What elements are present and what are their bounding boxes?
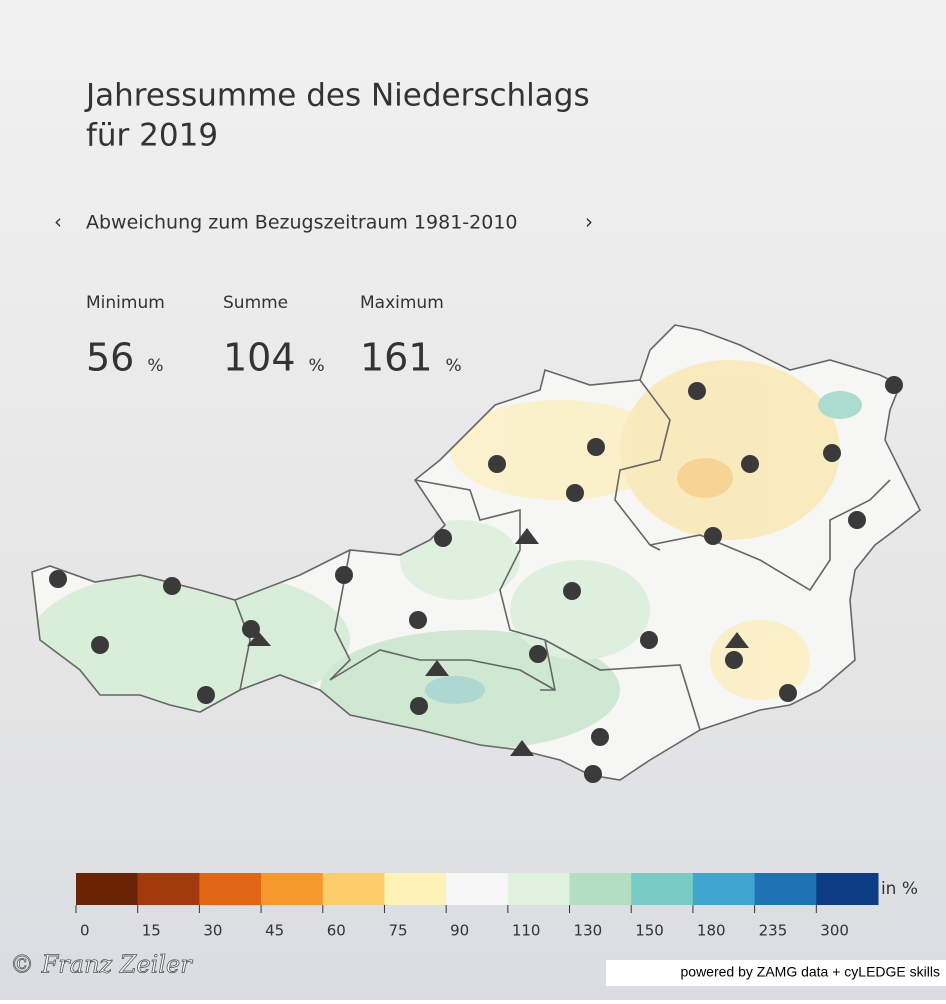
legend-swatch xyxy=(631,873,694,905)
precip-field xyxy=(32,360,862,750)
legend-swatch xyxy=(754,873,817,905)
legend-swatch xyxy=(507,873,571,905)
legend: 0 15 30 45 60 75 90 110 130 150 180 235 300 xyxy=(75,873,879,940)
legend-tick-label: 60 xyxy=(327,922,346,940)
stat-value: 161 xyxy=(360,336,433,380)
credit-box xyxy=(606,960,946,986)
legend-tick-label: 30 xyxy=(203,922,222,940)
legend-tick-label: 150 xyxy=(635,922,664,940)
legend-swatch xyxy=(569,873,632,905)
legend-swatch xyxy=(384,873,447,905)
legend-tick-label: 90 xyxy=(450,922,469,940)
stat-unit: % xyxy=(309,356,325,376)
legend-swatch xyxy=(76,873,139,905)
prev-button[interactable]: ‹ xyxy=(54,210,62,234)
stat-unit: % xyxy=(446,356,462,376)
legend-tick-label: 300 xyxy=(820,922,849,940)
legend-swatch xyxy=(322,873,385,905)
state-borders xyxy=(31,324,921,781)
stat-unit: % xyxy=(147,356,163,376)
legend-tick-label: 0 xyxy=(80,922,90,940)
next-button[interactable]: › xyxy=(585,210,593,234)
legend-tick-label: 45 xyxy=(265,922,284,940)
title: für 2019 xyxy=(86,118,218,154)
watermark: © Franz Zeiler xyxy=(10,951,193,979)
stat-value: 56 xyxy=(86,336,134,380)
map xyxy=(31,324,921,783)
stat-label: Maximum xyxy=(360,293,444,313)
legend-tick-label: 180 xyxy=(697,922,726,940)
stat-label: Summe xyxy=(223,293,288,313)
stat-value: 104 xyxy=(223,336,296,380)
legend-tick-label: 110 xyxy=(512,922,541,940)
legend-swatch xyxy=(199,873,262,905)
stat-label: Minimum xyxy=(86,293,165,313)
legend-swatch xyxy=(261,873,324,905)
legend-tick-label: 235 xyxy=(759,922,788,940)
legend-swatch xyxy=(137,873,200,905)
legend-tick-label: 15 xyxy=(142,922,161,940)
credit: powered by ZAMG data + cyLEDGE skills xyxy=(681,964,941,980)
legend-unit: in % xyxy=(881,879,918,899)
legend-swatch xyxy=(816,873,879,905)
subtitle: Abweichung zum Bezugszeitraum 1981-2010 xyxy=(86,212,518,234)
legend-tick-label: 75 xyxy=(388,922,407,940)
legend-tick-label: 130 xyxy=(574,922,603,940)
legend-swatch xyxy=(446,873,509,905)
title: Jahressumme des Niederschlags xyxy=(84,78,590,114)
stations xyxy=(49,376,903,783)
legend-swatch xyxy=(692,873,756,905)
stats: Minimum 56 % Summe 104 % Maximum 161% xyxy=(86,293,462,380)
